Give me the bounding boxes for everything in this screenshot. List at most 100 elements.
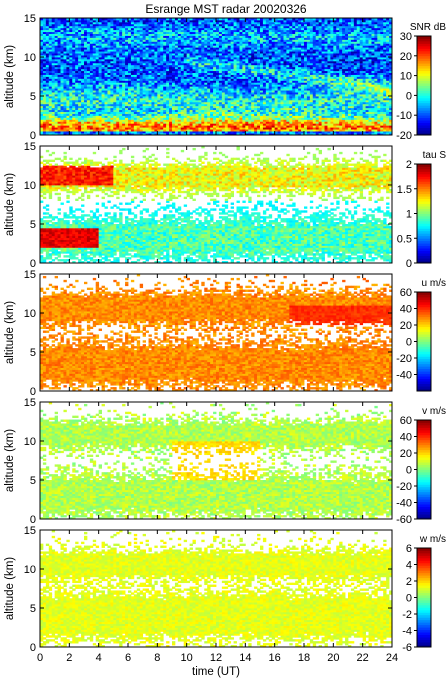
heatmap-cell xyxy=(48,131,53,134)
heatmap-cell xyxy=(104,49,108,52)
heatmap-cell xyxy=(169,57,173,60)
heatmap-cell xyxy=(186,41,190,44)
heatmap-cell xyxy=(130,125,135,128)
heatmap-cell xyxy=(148,103,152,107)
heatmap-cell xyxy=(174,97,179,101)
heatmap-cell xyxy=(169,35,173,38)
heatmap-cell xyxy=(160,43,164,46)
heatmap-cell xyxy=(180,29,185,33)
heatmap-cell xyxy=(69,45,73,48)
heatmap-cell xyxy=(42,131,47,134)
heatmap-cell xyxy=(139,125,144,128)
heatmap-cell xyxy=(180,53,185,56)
heatmap-cell xyxy=(195,123,199,126)
heatmap-cell xyxy=(160,23,164,27)
heatmap-cell xyxy=(119,125,123,128)
heatmap-cell xyxy=(195,125,199,128)
heatmap-cell xyxy=(151,23,155,27)
heatmap-cell xyxy=(81,125,85,128)
heatmap-cell xyxy=(139,111,144,114)
heatmap-cell xyxy=(163,49,167,52)
heatmap-cell xyxy=(95,84,100,87)
heatmap-cell xyxy=(40,92,44,95)
heatmap-cell xyxy=(89,39,94,42)
heatmap-cell xyxy=(110,21,114,25)
heatmap-cell xyxy=(189,113,193,116)
heatmap-cell xyxy=(101,107,105,111)
heatmap-cell xyxy=(151,55,155,58)
heatmap-cell xyxy=(169,58,173,62)
heatmap-cell xyxy=(78,64,82,68)
heatmap-cell xyxy=(172,94,176,97)
heatmap-cell xyxy=(172,66,176,70)
heatmap-cell xyxy=(57,113,61,116)
heatmap-cell xyxy=(81,31,85,34)
heatmap-cell xyxy=(116,111,120,114)
heatmap-cell xyxy=(51,53,56,56)
heatmap-cell xyxy=(157,92,161,95)
heatmap-cell xyxy=(54,35,58,38)
heatmap-cell xyxy=(128,23,132,27)
heatmap-cell xyxy=(66,88,70,91)
heatmap-cell xyxy=(98,109,102,112)
heatmap-cell xyxy=(145,90,149,93)
heatmap-cell xyxy=(40,88,44,91)
heatmap-cell xyxy=(145,58,149,62)
heatmap-cell xyxy=(154,45,158,48)
heatmap-cell xyxy=(54,105,58,109)
heatmap-cell xyxy=(125,115,129,118)
heatmap-cell xyxy=(101,27,105,31)
heatmap-cell xyxy=(86,31,91,34)
heatmap-cell xyxy=(183,66,188,70)
heatmap-cell xyxy=(51,27,56,31)
heatmap-cell xyxy=(160,88,164,91)
heatmap-cell xyxy=(113,88,117,91)
heatmap-cell xyxy=(133,90,138,93)
heatmap-cell xyxy=(113,99,117,103)
heatmap-cell xyxy=(45,121,50,124)
heatmap-cell xyxy=(122,125,126,128)
heatmap-cell xyxy=(177,68,182,72)
heatmap-cell xyxy=(84,60,88,64)
heatmap-cell xyxy=(177,37,182,40)
heatmap-cell xyxy=(186,57,190,60)
heatmap-cell xyxy=(101,127,105,130)
heatmap-cell xyxy=(169,43,173,46)
heatmap-cell xyxy=(128,19,132,23)
heatmap-cell xyxy=(113,123,117,126)
heatmap-cell xyxy=(95,90,100,93)
heatmap-cell xyxy=(186,21,190,25)
heatmap-cell xyxy=(148,133,152,136)
heatmap-cell xyxy=(180,23,185,27)
heatmap-cell xyxy=(81,58,85,62)
heatmap-cell xyxy=(189,72,193,75)
heatmap-cell xyxy=(72,82,76,85)
heatmap-cell xyxy=(174,90,179,93)
heatmap-cell xyxy=(84,86,88,89)
heatmap-cell xyxy=(78,66,82,70)
heatmap-cell xyxy=(113,78,117,81)
heatmap-cell xyxy=(89,41,94,44)
heatmap-cell xyxy=(169,82,173,85)
heatmap-cell xyxy=(157,131,161,134)
heatmap-cell xyxy=(133,47,138,50)
heatmap-cell xyxy=(183,21,188,25)
heatmap-cell xyxy=(101,39,105,42)
heatmap-cell xyxy=(101,64,105,68)
heatmap-cell xyxy=(139,129,144,132)
heatmap-cell xyxy=(151,99,155,103)
heatmap-cell xyxy=(151,19,155,23)
heatmap-cell xyxy=(192,72,196,75)
heatmap-cell xyxy=(133,70,138,73)
heatmap-cell xyxy=(172,31,176,34)
heatmap-cell xyxy=(128,74,132,77)
heatmap-cell xyxy=(186,18,190,21)
heatmap-cell xyxy=(189,29,193,33)
heatmap-cell xyxy=(172,18,176,21)
heatmap-cell xyxy=(98,53,102,56)
heatmap-cell xyxy=(125,84,129,87)
heatmap-cell xyxy=(163,21,167,25)
heatmap-cell xyxy=(169,72,173,75)
heatmap-cell xyxy=(157,25,161,29)
heatmap-cell xyxy=(57,27,61,31)
